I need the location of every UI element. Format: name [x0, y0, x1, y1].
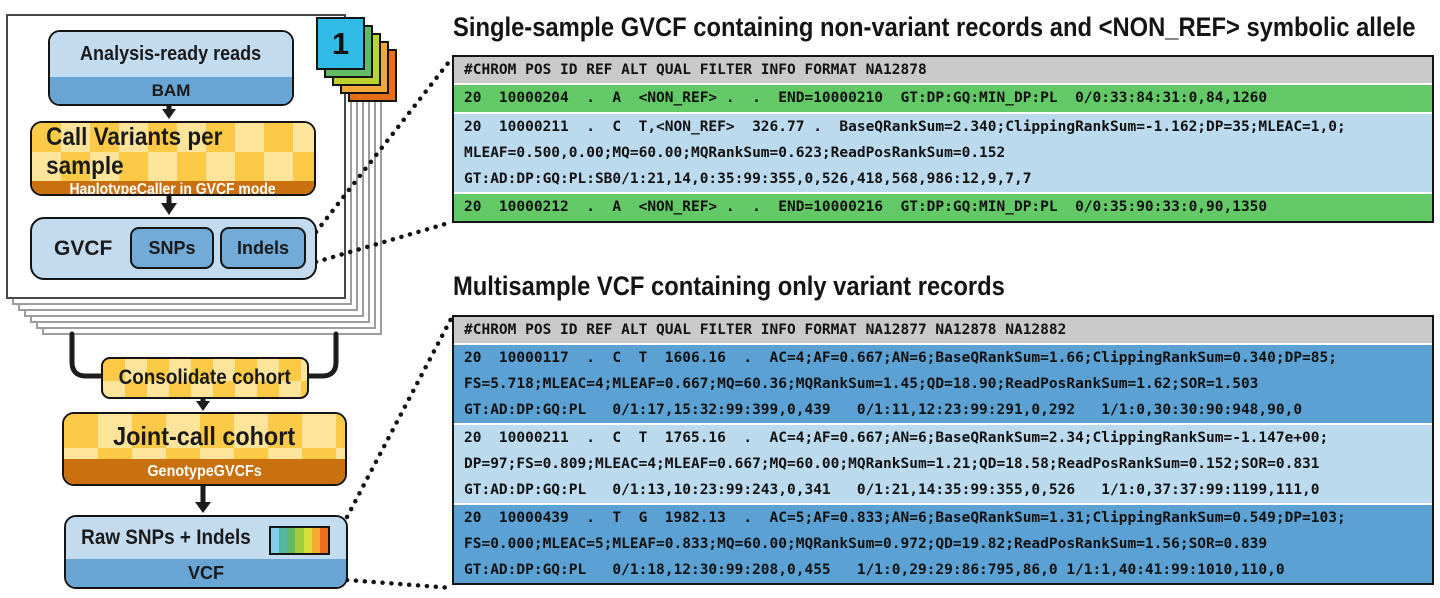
consolidate-cohort-box: Consolidate cohort	[101, 357, 309, 399]
vcf-variant-row: 20 10000117 . C T 1606.16 . AC=4;AF=0.66…	[454, 345, 1432, 423]
bracket-right	[303, 331, 339, 379]
vcf-header-row: #CHROM POS ID REF ALT QUAL FILTER INFO F…	[454, 317, 1432, 343]
sample-number-card: 1	[316, 17, 365, 70]
bracket-left	[69, 331, 103, 379]
call-variants-label: Call Variants per sample	[46, 123, 223, 180]
joint-call-box: Joint-call cohort GenotypeGVCFs	[62, 412, 347, 486]
snps-pill: SNPs	[130, 227, 214, 269]
vcf-record-line: GT:AD:DP:GQ:PL 0/1:17,15:32:99:399,0,439…	[464, 402, 1303, 418]
gvcf-record-line: 20 10000211 . C T,<NON_REF> 326.77 . Bas…	[464, 119, 1346, 135]
snps-label: SNPs	[148, 237, 196, 258]
bam-format-label: BAM	[151, 80, 191, 100]
gvcf-output-box: GVCF SNPs Indels	[30, 217, 317, 280]
raw-variants-box: Raw SNPs + Indels VCF	[64, 515, 348, 589]
vcf-record-line: 20 10000439 . T G 1982.13 . AC=5;AF=0.83…	[464, 510, 1346, 526]
vcf-record-line: DP=97;FS=0.809;MLEAC=4;MLEAF=0.667;MQ=60…	[464, 456, 1320, 472]
vcf-record-line: 20 10000117 . C T 1606.16 . AC=4;AF=0.66…	[464, 350, 1337, 366]
vcf-callout-top	[344, 314, 455, 520]
rainbow-gradient-icon	[269, 526, 330, 555]
vcf-record-panel: #CHROM POS ID REF ALT QUAL FILTER INFO F…	[452, 315, 1434, 585]
vcf-record-line: 20 10000211 . C T 1765.16 . AC=4;AF=0.66…	[464, 430, 1329, 446]
gvcf-record-line: GT:AD:DP:GQ:PL:SB0/1:21,14,0:35:99:355,0…	[464, 171, 1032, 187]
vcf-record-line: FS=0.000;MLEAC=5;MLEAF=0.833;MQ=60.00;MQ…	[464, 536, 1268, 552]
vcf-panel-title: Multisample VCF containing only variant …	[453, 271, 1005, 301]
vcf-callout-bottom	[344, 577, 455, 591]
gvcf-record-panel: #CHROM POS ID REF ALT QUAL FILTER INFO F…	[452, 55, 1434, 223]
gvcf-panel-title: Single-sample GVCF containing non-varian…	[453, 12, 1416, 42]
indels-pill: Indels	[220, 227, 306, 269]
raw-variants-label: Raw SNPs + Indels	[81, 526, 251, 549]
gvcf-variant-row: 20 10000211 . C T,<NON_REF> 326.77 . Bas…	[454, 114, 1432, 192]
haplotypecaller-label: HaplotypeCaller in GVCF mode	[69, 181, 277, 196]
gvcf-record-line: MLEAF=0.500,0.00;MQ=60.00;MQRankSum=0.62…	[464, 145, 1006, 161]
vcf-format-label: VCF	[188, 562, 224, 583]
call-variants-box: Call Variants per sample HaplotypeCaller…	[30, 121, 316, 196]
indels-label: Indels	[236, 237, 289, 258]
reads-label: Analysis-ready reads	[80, 43, 262, 65]
analysis-ready-reads-box: Analysis-ready reads BAM	[48, 30, 294, 106]
genotypegvcfs-label: GenotypeGVCFs	[147, 462, 262, 480]
vcf-record-line: GT:AD:DP:GQ:PL 0/1:18,12:30:99:208,0,455…	[464, 562, 1285, 578]
vcf-variant-row: 20 10000439 . T G 1982.13 . AC=5;AF=0.83…	[454, 505, 1432, 583]
vcf-variant-row: 20 10000211 . C T 1765.16 . AC=4;AF=0.66…	[454, 425, 1432, 503]
gvcf-nonvariant-row: 20 10000204 . A <NON_REF> . . END=100002…	[454, 85, 1432, 112]
gvcf-label: GVCF	[54, 236, 113, 260]
gvcf-header-row: #CHROM POS ID REF ALT QUAL FILTER INFO F…	[454, 57, 1432, 83]
joint-call-label: Joint-call cohort	[113, 421, 296, 451]
vcf-record-line: GT:AD:DP:GQ:PL 0/1:13,10:23:99:243,0,341…	[464, 482, 1320, 498]
vcf-record-line: FS=5.718;MLEAC=4;MLEAF=0.667;MQ=60.36;MQ…	[464, 376, 1259, 392]
sample-number: 1	[331, 25, 350, 61]
consolidate-label: Consolidate cohort	[118, 366, 292, 389]
gvcf-nonvariant-row: 20 10000212 . A <NON_REF> . . END=100002…	[454, 194, 1432, 221]
